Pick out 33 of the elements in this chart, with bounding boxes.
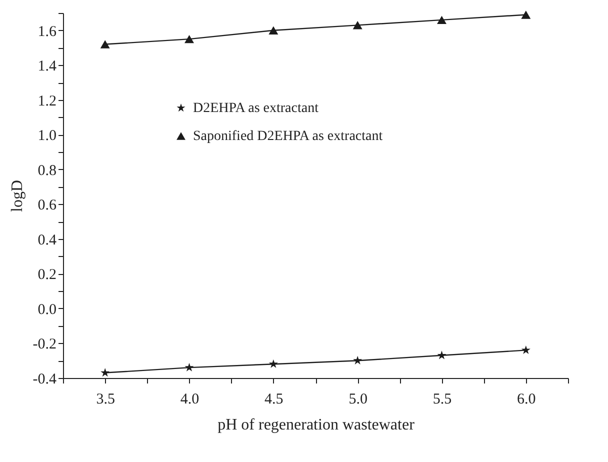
y-tick-label: 0.4: [38, 232, 57, 248]
y-tick-label: 0.2: [38, 267, 56, 284]
legend-label: D2EHPA as extractant: [193, 101, 319, 116]
y-tick-label: 1.0: [38, 128, 56, 144]
y-tick-label: 1.4: [38, 58, 57, 75]
y-tick-label: 0.0: [38, 302, 56, 318]
point: [184, 362, 194, 372]
point: [100, 40, 110, 48]
y-tick-label: -0.4: [32, 372, 57, 388]
x-tick-label: 5.0: [348, 392, 368, 408]
point: [184, 34, 194, 44]
y-tick-label: -0.2: [32, 336, 56, 353]
y-tick-label: 1.2: [38, 93, 56, 110]
point: [353, 356, 362, 364]
y-tick-label: 0.6: [38, 198, 57, 214]
point: [352, 21, 362, 30]
point: [268, 26, 278, 34]
x-tick-label: 4.5: [264, 392, 284, 408]
y-tick-label: 1.6: [38, 24, 57, 40]
point: [268, 359, 278, 368]
point: [437, 16, 446, 24]
point: [100, 368, 110, 377]
x-tick-label: 5.5: [432, 392, 452, 408]
y-axis-title: logD: [8, 180, 26, 212]
y-tick-label: 0.8: [38, 162, 56, 179]
x-tick-label: 4.0: [180, 392, 200, 408]
legend-label: Saponified D2EHPA as extractant: [193, 129, 383, 144]
x-tick-label: 6.0: [517, 392, 536, 408]
point: [521, 10, 531, 19]
x-axis-title: pH of regeneration wastewater: [218, 416, 416, 434]
point: [521, 345, 530, 354]
x-tick-label: 3.5: [96, 392, 115, 408]
point: [437, 350, 446, 360]
